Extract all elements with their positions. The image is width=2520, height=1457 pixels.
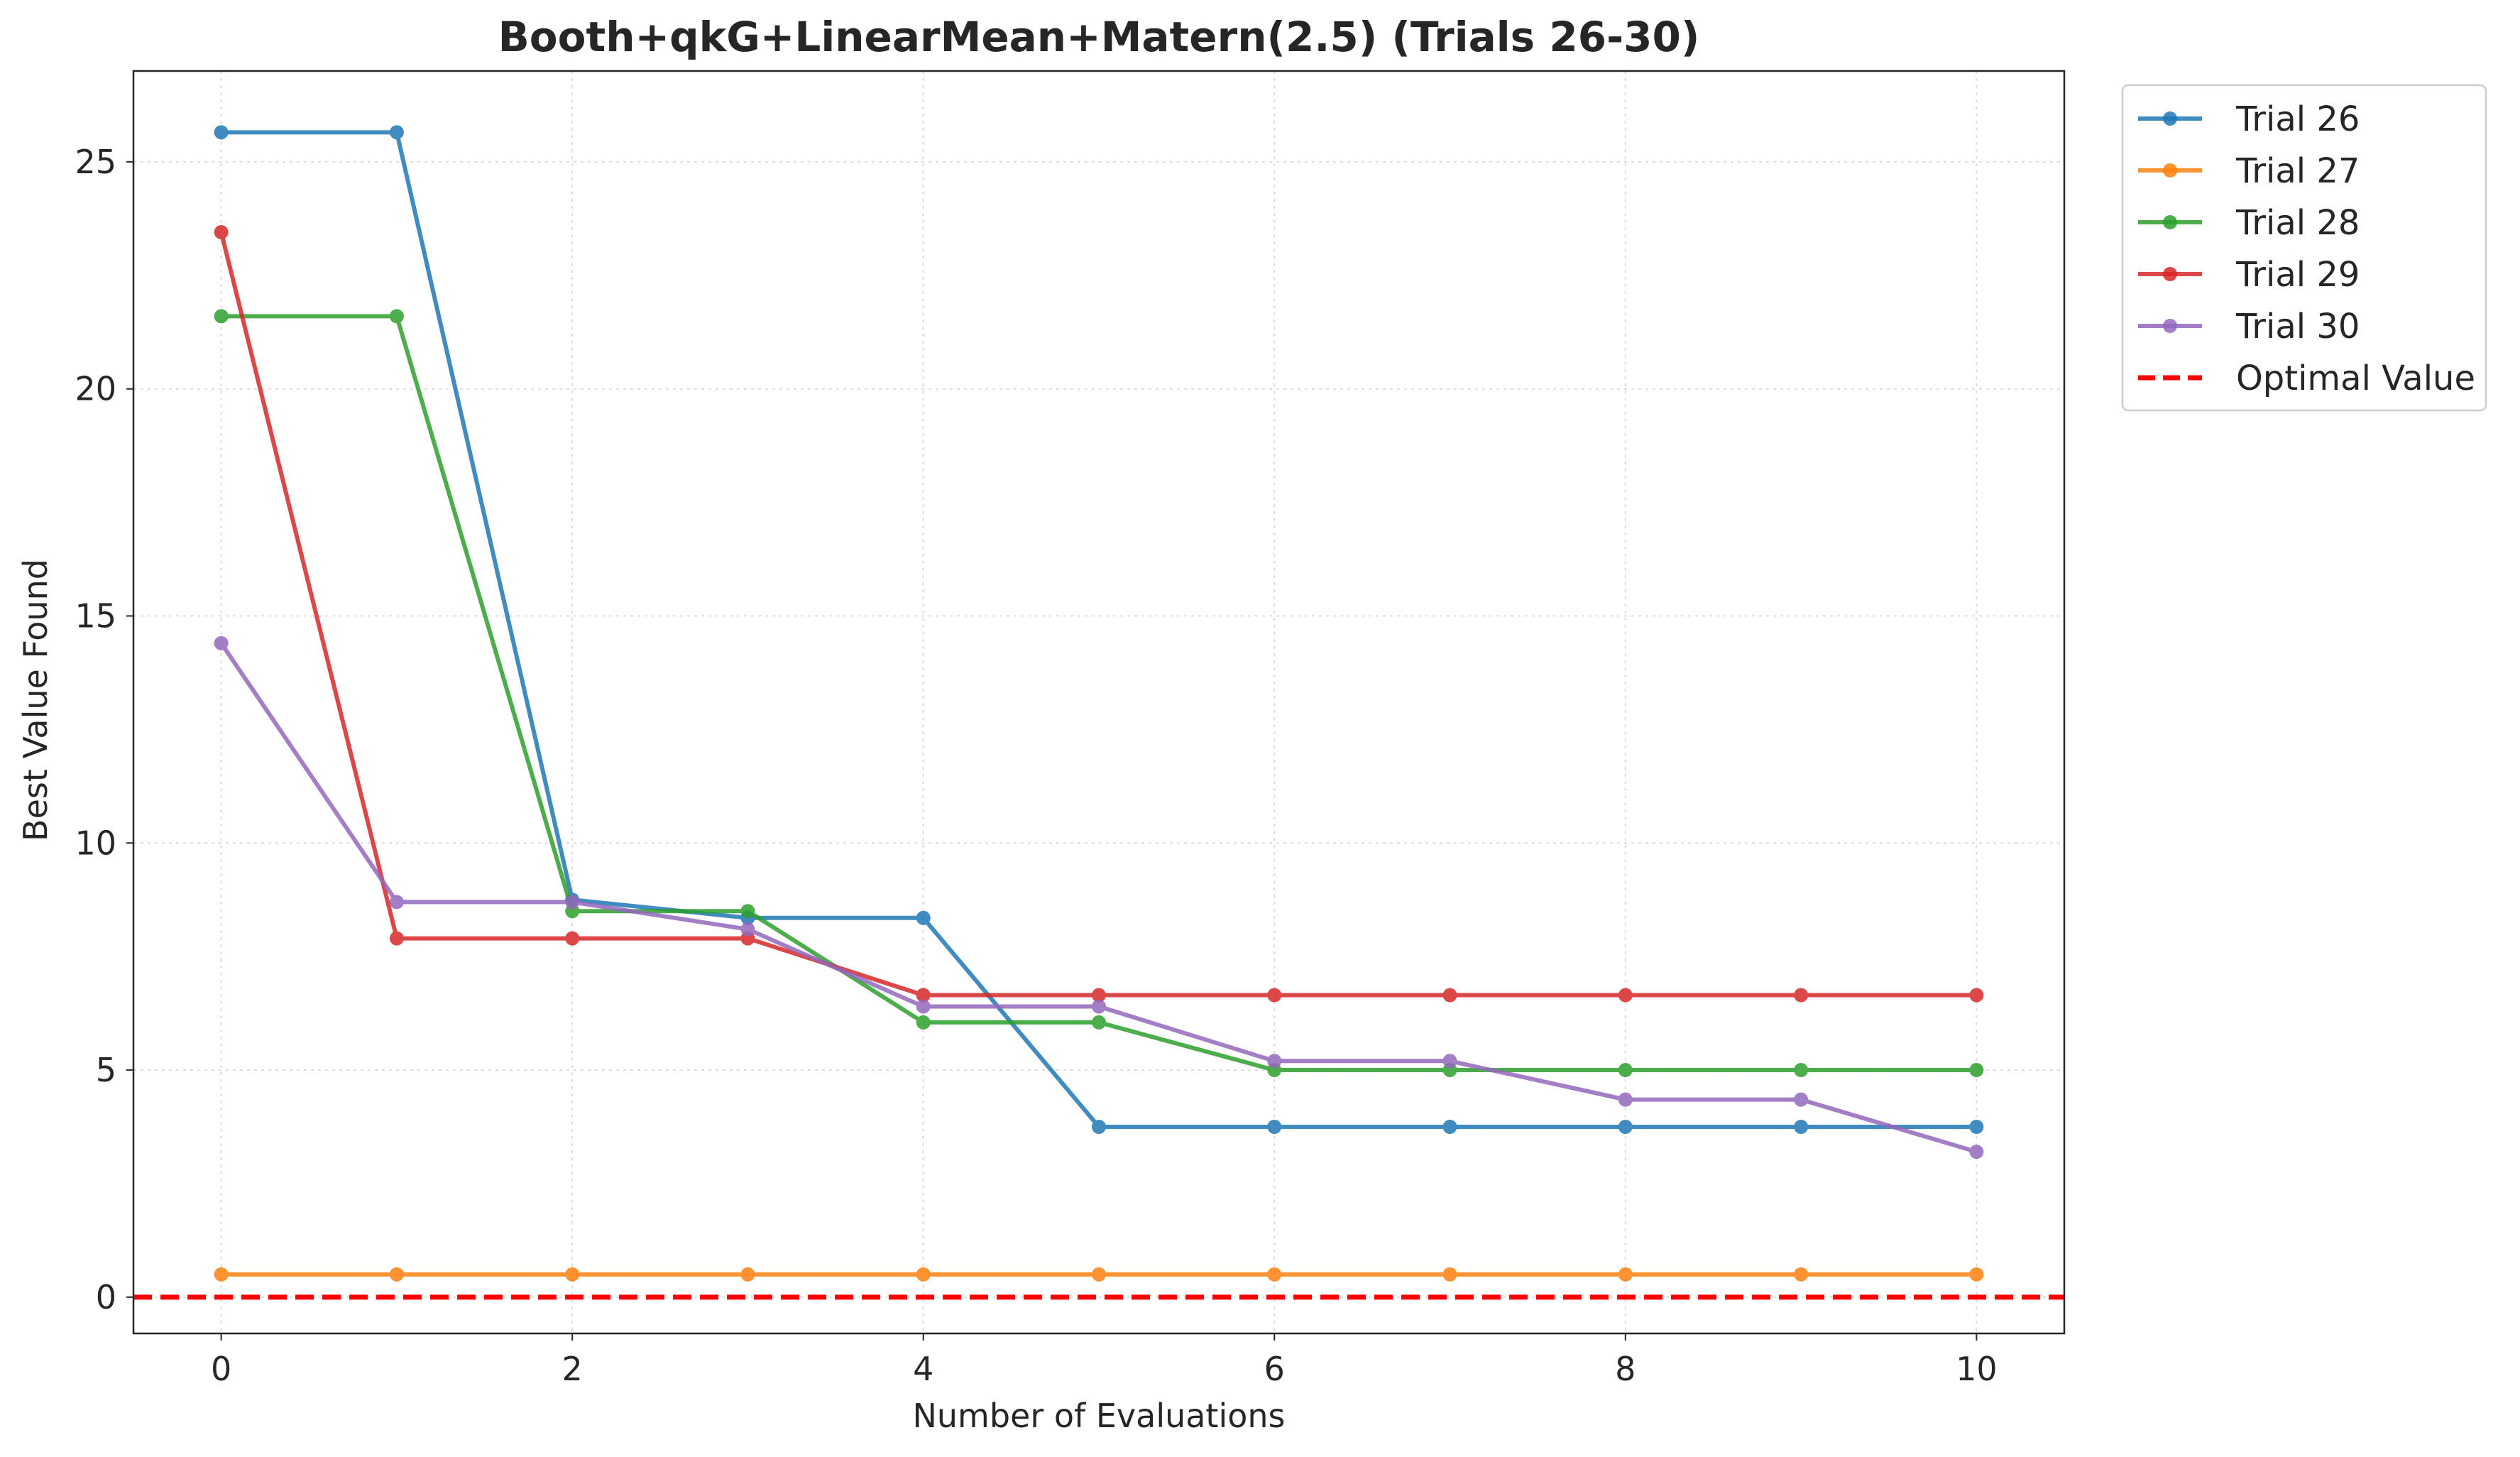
data-point	[916, 1267, 931, 1282]
y-tick-label: 20	[75, 370, 116, 408]
legend-label: Trial 28	[2235, 203, 2360, 243]
data-point	[1618, 1092, 1633, 1107]
legend-label: Trial 30	[2235, 307, 2360, 346]
chart-title: Booth+qkG+LinearMean+Matern(2.5) (Trials…	[498, 13, 1700, 61]
x-tick-label: 0	[211, 1350, 231, 1388]
legend-label: Trial 29	[2235, 255, 2360, 295]
data-point	[916, 999, 931, 1014]
series-line	[219, 642, 1978, 1155]
data-point	[1442, 1054, 1457, 1069]
data-point	[565, 931, 580, 946]
data-point	[1794, 988, 1809, 1003]
data-point	[1794, 1063, 1809, 1078]
y-axis-label: Best Value Found	[16, 559, 55, 841]
data-point	[1969, 1145, 1984, 1159]
data-point	[214, 225, 229, 240]
legend-entry: Trial 29	[2138, 255, 2360, 295]
data-point	[1092, 1119, 1106, 1134]
grid	[133, 71, 2064, 1333]
series-trial-30	[214, 635, 1984, 1159]
legend-entry: Trial 26	[2138, 99, 2360, 139]
data-point	[565, 1267, 580, 1282]
data-point	[389, 309, 404, 324]
x-tick-label: 4	[913, 1350, 933, 1388]
data-point	[916, 988, 931, 1003]
data-point	[389, 931, 404, 946]
data-point	[1092, 1267, 1106, 1282]
y-tick-label: 5	[96, 1051, 116, 1089]
legend-entry: Trial 28	[2138, 203, 2360, 243]
data-point	[1092, 999, 1106, 1014]
series-trial-29	[214, 225, 1984, 1003]
legend-swatch-marker	[2163, 163, 2177, 178]
data-point	[1969, 1267, 1984, 1282]
data-point	[389, 1267, 404, 1282]
data-point	[1092, 988, 1106, 1003]
data-point	[1442, 988, 1457, 1003]
data-point	[1618, 988, 1633, 1003]
data-point	[1969, 1063, 1984, 1078]
legend-swatch-marker	[2163, 267, 2177, 281]
data-point	[1969, 1119, 1984, 1134]
data-point	[1794, 1267, 1809, 1282]
legend-label: Trial 27	[2235, 151, 2360, 191]
data-point	[1267, 1267, 1282, 1282]
legend-swatch-marker	[2163, 215, 2177, 229]
x-tick-label: 6	[1264, 1350, 1285, 1388]
data-point	[1794, 1119, 1809, 1134]
series-line	[221, 130, 1977, 1129]
data-point	[214, 125, 229, 140]
data-point	[1794, 1092, 1809, 1107]
legend-box	[2121, 84, 2487, 412]
data-point	[1267, 1119, 1282, 1134]
y-tick-label: 15	[75, 596, 116, 635]
series-trial-28	[214, 309, 1984, 1078]
data-point	[1618, 1063, 1633, 1078]
legend-label: Optimal Value	[2236, 359, 2475, 398]
data-point	[1442, 1267, 1457, 1282]
data-point	[1618, 1267, 1633, 1282]
plot-frame	[132, 70, 2066, 1335]
axis-ticks: 0 2 4 6 8 10 0 5 10 15 20 25	[75, 143, 1997, 1388]
series-trial-26	[214, 125, 1984, 1134]
data-point	[1969, 988, 1984, 1003]
y-tick-label: 25	[75, 143, 116, 181]
data-point	[1618, 1119, 1633, 1134]
data-point	[1442, 1119, 1457, 1134]
data-point	[565, 895, 580, 910]
series-line	[221, 314, 1977, 1073]
data-point	[389, 125, 404, 140]
legend-entry: Trial 27	[2138, 151, 2360, 191]
data-point	[740, 904, 755, 919]
legend-swatch-marker	[2163, 319, 2177, 333]
data-point	[1267, 988, 1282, 1003]
legend-swatch-marker	[2163, 111, 2177, 126]
data-point	[1092, 1015, 1106, 1030]
x-tick-label: 10	[1956, 1350, 1998, 1388]
data-point	[214, 309, 229, 324]
x-axis-label: Number of Evaluations	[912, 1397, 1285, 1435]
data-point	[1267, 1054, 1282, 1069]
x-tick-label: 8	[1615, 1350, 1636, 1388]
data-point	[389, 895, 404, 910]
legend-entry: Optimal Value	[2138, 359, 2475, 398]
series-trial-27	[214, 1267, 1984, 1282]
data-point	[916, 910, 931, 925]
y-tick-label: 10	[75, 824, 116, 862]
legend: Trial 26 Trial 27 Trial 28 Trial 29 Trial 30…	[2121, 84, 2487, 412]
legend-label: Trial 26	[2235, 99, 2360, 139]
data-point	[916, 1015, 931, 1030]
data-point	[740, 1267, 755, 1282]
legend-entry: Trial 30	[2138, 307, 2360, 346]
data-point	[214, 1267, 229, 1282]
data-point	[214, 635, 229, 650]
data-point	[740, 922, 755, 937]
x-tick-label: 2	[562, 1350, 583, 1388]
y-tick-label: 0	[96, 1278, 116, 1316]
series-layer	[214, 125, 1984, 1282]
